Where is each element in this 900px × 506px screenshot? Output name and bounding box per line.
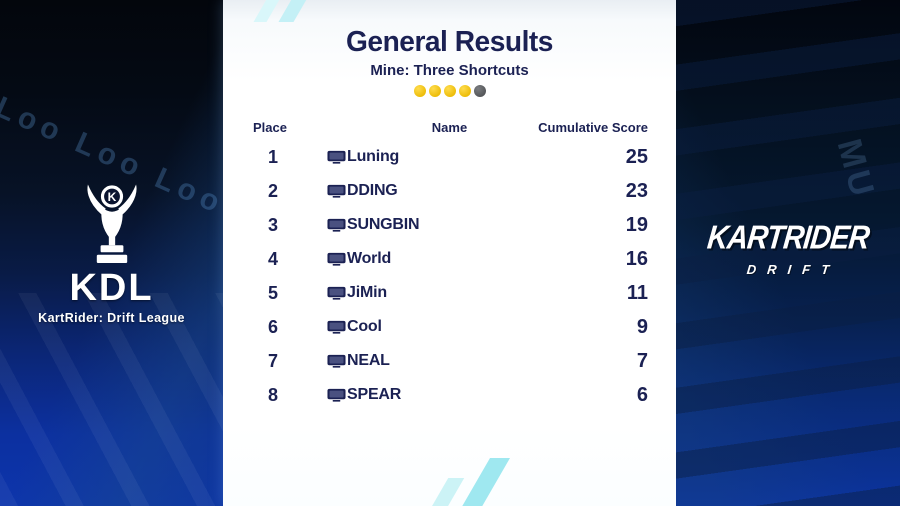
- pc-monitor-icon: [295, 388, 346, 402]
- pc-monitor-icon: [295, 252, 346, 266]
- score-value: 9: [636, 315, 648, 338]
- kdl-logo-subtitle: KartRider: Drift League: [38, 311, 185, 325]
- score-value: 6: [636, 383, 648, 406]
- decor-slash-bottom-2: [459, 458, 511, 506]
- result-row: 3 SUNGBIN 19: [251, 208, 648, 242]
- pc-monitor-icon: [295, 184, 346, 198]
- table-header-row: Place Name Cumulative Score: [251, 120, 648, 140]
- score-value: 23: [625, 179, 648, 202]
- result-row: 2 DDING 23: [251, 174, 648, 208]
- pc-monitor-icon: [295, 320, 346, 334]
- track-name: Mine: Three Shortcuts: [370, 62, 529, 79]
- pc-monitor-icon: [295, 218, 346, 232]
- pc-monitor-icon: [295, 354, 346, 368]
- player-name: JiMin: [347, 284, 387, 301]
- svg-text:K: K: [107, 190, 116, 204]
- place-value: 8: [267, 384, 278, 405]
- score-value: 7: [636, 349, 648, 372]
- place-value: 3: [267, 214, 278, 235]
- results-panel: General Results Mine: Three Shortcuts Pl…: [223, 0, 676, 506]
- progress-dot-empty: [473, 85, 486, 97]
- decor-slash-top-2: [278, 0, 309, 22]
- player-name: World: [347, 250, 392, 267]
- pc-monitor-icon: [295, 150, 346, 164]
- place-value: 5: [267, 282, 278, 303]
- kdl-trophy-icon: K: [86, 184, 137, 263]
- player-name: NEAL: [347, 352, 390, 369]
- place-value: 7: [267, 350, 278, 371]
- progress-dot-filled: [428, 85, 441, 97]
- result-row: 6 Cool 9: [251, 310, 648, 344]
- results-table: Place Name Cumulative Score 1 Luning 25 2 DD…: [251, 120, 648, 412]
- result-row: 4 World 16: [251, 242, 648, 276]
- kartrider-logo-text: KARTRIDER: [705, 219, 871, 257]
- result-row: 7 NEAL 7: [251, 344, 648, 378]
- col-header-score: Cumulative Score: [538, 120, 648, 135]
- player-name: Cool: [347, 318, 382, 335]
- player-name: Luning: [347, 148, 400, 165]
- place-value: 2: [267, 180, 278, 201]
- result-row: 1 Luning 25: [251, 140, 648, 174]
- place-value: 6: [267, 316, 278, 337]
- player-name: SPEAR: [347, 386, 402, 403]
- place-value: 4: [267, 248, 278, 269]
- decor-slash-top-1: [253, 0, 282, 22]
- player-name: SUNGBIN: [347, 216, 420, 233]
- score-value: 16: [625, 247, 648, 270]
- progress-dot-filled: [443, 85, 456, 97]
- background-banner-text-right: MU: [829, 135, 883, 204]
- table-body: 1 Luning 25 2 DDING 23 3 SUNGBIN 19 4 World 16 5 JiMi…: [251, 140, 648, 412]
- decor-slash-bottom-1: [429, 478, 465, 506]
- kdl-logo: K KDL KartRider: Drift League: [0, 183, 223, 325]
- drift-logo-text: DRIFT: [746, 262, 841, 277]
- result-row: 5 JiMin 11: [251, 276, 648, 310]
- result-row: 8 SPEAR 6: [251, 378, 648, 412]
- score-value: 25: [625, 145, 648, 168]
- player-name: DDING: [347, 182, 398, 199]
- page-title: General Results: [346, 26, 553, 58]
- progress-dot-filled: [458, 85, 471, 97]
- place-value: 1: [267, 146, 278, 167]
- score-value: 19: [625, 213, 648, 236]
- right-background: MU KARTRIDER DRIFT: [676, 0, 900, 506]
- col-header-place: Place: [253, 120, 287, 135]
- kdl-logo-text: KDL: [69, 267, 154, 309]
- kartrider-drift-logo: KARTRIDER DRIFT: [676, 219, 900, 277]
- col-header-name: Name: [431, 120, 468, 135]
- progress-dot-filled: [413, 85, 426, 97]
- round-progress-dots: [223, 85, 676, 97]
- left-background: Loo Loo Loo K KDL: [0, 0, 223, 506]
- score-value: 11: [626, 281, 648, 304]
- pc-monitor-icon: [295, 286, 346, 300]
